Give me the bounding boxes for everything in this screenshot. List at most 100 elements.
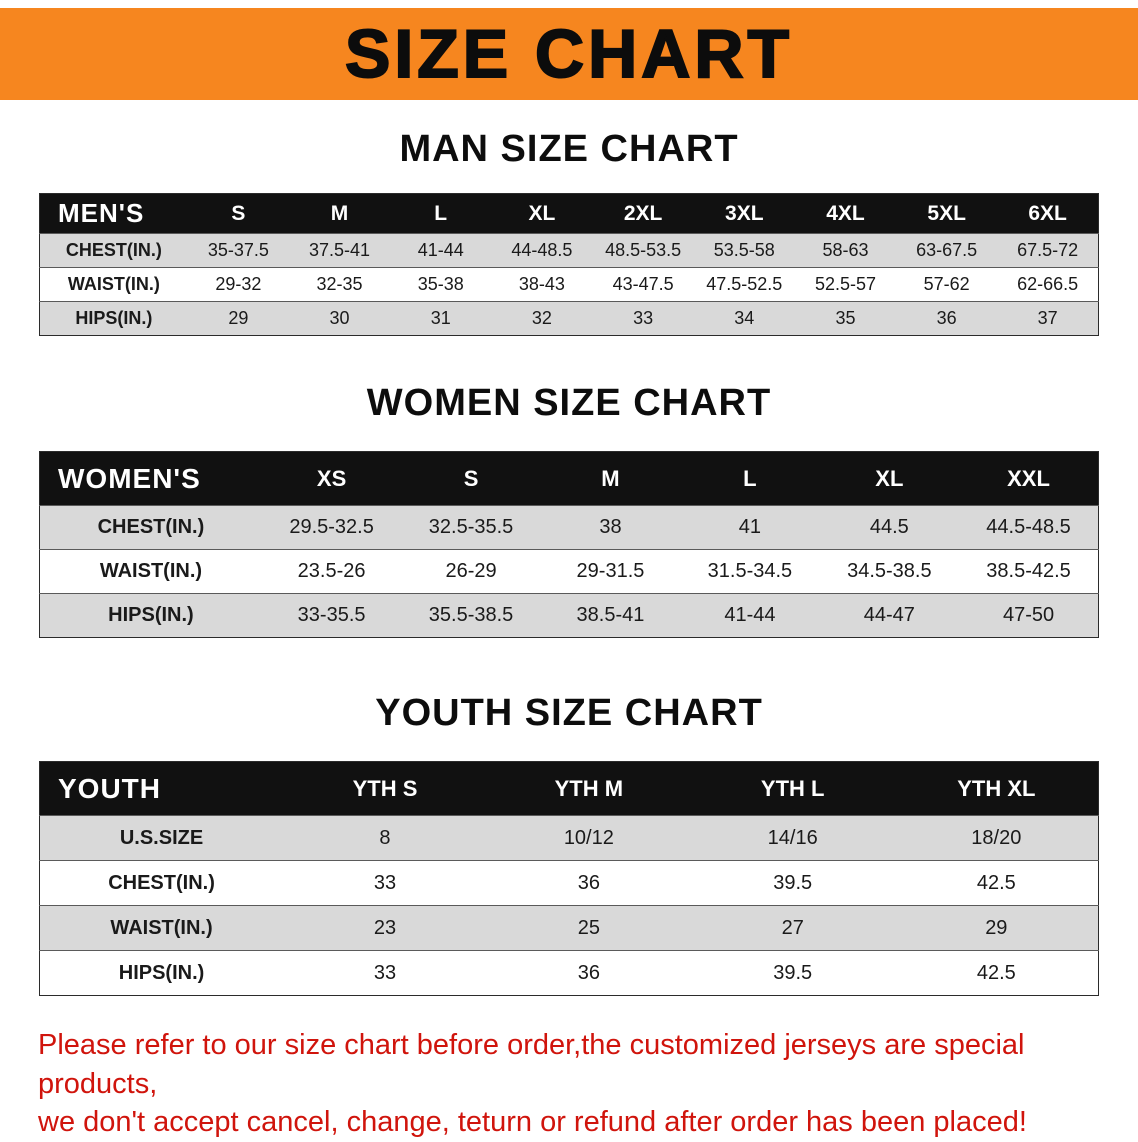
value-cell: 29 [985,916,1008,939]
value-cell: 38 [599,516,622,538]
row-label-cell: CHEST(IN.) [65,240,162,260]
table-title-cell: MEN'S [39,193,188,234]
value-cell: 35.5-38.5 [428,604,514,626]
value-cell: 44.5 [869,516,909,538]
disclaimer-note: Please refer to our size chart before or… [38,1026,1100,1142]
value-cell: 30 [329,308,350,328]
table-header-row: WOMEN'S XS S M L XL XXL [39,451,1099,506]
value-cell: 41-44 [417,240,464,260]
table-row: CHEST(IN.) 29.5-32.5 32.5-35.5 38 41 44.5 44.5… [39,505,1099,550]
value-cell: 23.5-26 [297,560,366,582]
table-header-row: MEN'S S M L XL 2XL 3XL 4XL 5XL 6XL [39,193,1099,234]
value-cell: 38.5-41 [576,604,645,626]
value-cell: 35-38 [417,274,464,294]
table-row: HIPS(IN.) 29 30 31 32 33 34 35 36 37 [39,301,1099,336]
value-cell: 39.5 [773,961,813,984]
value-cell: 44.5-48.5 [986,516,1071,538]
value-cell: 10/12 [563,826,614,849]
value-cell: 31 [430,308,451,328]
table-row: WAIST(IN.) 29-32 32-35 35-38 38-43 43-47.5 47.… [39,267,1099,302]
value-cell: 32.5-35.5 [428,516,514,538]
value-cell: 36 [577,961,600,984]
value-cell: 27 [781,916,804,939]
value-cell: 58-63 [822,240,869,260]
value-cell: 33 [373,961,397,984]
size-header-cell: XL [491,193,593,234]
size-header-cell: S [401,451,541,506]
table-row: U.S.SIZE 8 10/12 14/16 18/20 [39,815,1099,861]
value-cell: 23 [373,916,397,939]
value-cell: 47-50 [1002,604,1055,626]
size-header-cell: 2XL [592,193,694,234]
value-cell: 29.5-32.5 [289,516,374,538]
value-cell: 42.5 [976,871,1016,894]
table-row: CHEST(IN.) 35-37.5 37.5-41 41-44 44-48.5 48.5… [39,233,1099,268]
value-cell: 42.5 [976,961,1016,984]
value-cell: 44-48.5 [511,240,573,260]
value-cell: 57-62 [923,274,970,294]
value-cell: 29 [228,308,249,328]
row-label-cell: WAIST(IN.) [110,916,213,939]
table-row: WAIST(IN.) 23.5-26 26-29 29-31.5 31.5-34.5 34… [39,549,1099,594]
value-cell: 29-31.5 [576,560,645,582]
page-title: SIZE CHART [344,15,793,93]
size-header-cell: XL [819,451,960,506]
size-header-cell: 3XL [693,193,795,234]
women-size-table: WOMEN'S XS S M L XL XXL CHEST(IN.) 29.5-32.5 32.5… [39,451,1099,638]
value-cell: 33 [373,871,397,894]
table-row: HIPS(IN.) 33-35.5 35.5-38.5 38.5-41 41-44 44-… [39,593,1099,638]
size-header-cell: L [680,451,820,506]
row-label-cell: U.S.SIZE [119,826,204,849]
women-size-section: WOMEN SIZE CHART WOMEN'S XS S M L XL XXL CHEST(… [0,382,1138,638]
row-label-cell: HIPS(IN.) [108,604,194,626]
youth-section-heading: YOUTH SIZE CHART [375,692,763,734]
value-cell: 47.5-52.5 [706,274,783,294]
table-header-row: YOUTH YTH S YTH M YTH L YTH XL [39,761,1099,816]
value-cell: 62-66.5 [1017,274,1079,294]
value-cell: 43-47.5 [612,274,674,294]
value-cell: 34 [734,308,755,328]
value-cell: 53.5-58 [713,240,775,260]
value-cell: 31.5-34.5 [707,560,793,582]
value-cell: 32-35 [316,274,363,294]
value-cell: 36 [936,308,957,328]
value-cell: 34.5-38.5 [847,560,932,582]
women-section-heading: WOMEN SIZE CHART [366,382,772,424]
value-cell: 25 [577,916,600,939]
value-cell: 18/20 [971,826,1022,849]
table-row: HIPS(IN.) 33 36 39.5 42.5 [39,950,1099,996]
value-cell: 29-32 [215,274,262,294]
youth-size-table: YOUTH YTH S YTH M YTH L YTH XL U.S.SIZE 8 10/12… [39,761,1099,996]
note-line-1: Please refer to our size chart before or… [38,1029,1025,1100]
value-cell: 44-47 [863,604,915,626]
value-cell: 52.5-57 [814,274,876,294]
table-row: WAIST(IN.) 23 25 27 29 [39,905,1099,951]
size-header-cell: YTH L [690,761,895,816]
value-cell: 39.5 [773,871,813,894]
value-cell: 37 [1037,308,1058,328]
value-cell: 14/16 [767,826,818,849]
row-label-cell: WAIST(IN.) [67,274,160,294]
size-header-cell: 5XL [896,193,998,234]
row-label-cell: WAIST(IN.) [99,560,203,582]
size-header-cell: YTH M [486,761,691,816]
value-cell: 33-35.5 [297,604,366,626]
row-label-cell: HIPS(IN.) [118,961,205,984]
value-cell: 35-37.5 [207,240,269,260]
banner: SIZE CHART [0,8,1138,100]
value-cell: 35 [835,308,856,328]
size-header-cell: 4XL [794,193,897,234]
value-cell: 38-43 [518,274,565,294]
size-header-cell: XXL [959,451,1099,506]
value-cell: 32 [531,308,552,328]
value-cell: 38.5-42.5 [986,560,1071,582]
value-cell: 33 [633,308,654,328]
table-title-cell: YOUTH [39,761,284,816]
size-header-cell: S [187,193,289,234]
value-cell: 63-67.5 [916,240,978,260]
men-size-section: MAN SIZE CHART MEN'S S M L XL 2XL 3XL 4XL 5XL 6XL… [0,128,1138,336]
row-label-cell: CHEST(IN.) [108,871,215,894]
table-row: CHEST(IN.) 33 36 39.5 42.5 [39,860,1099,906]
size-header-cell: 6XL [997,193,1099,234]
